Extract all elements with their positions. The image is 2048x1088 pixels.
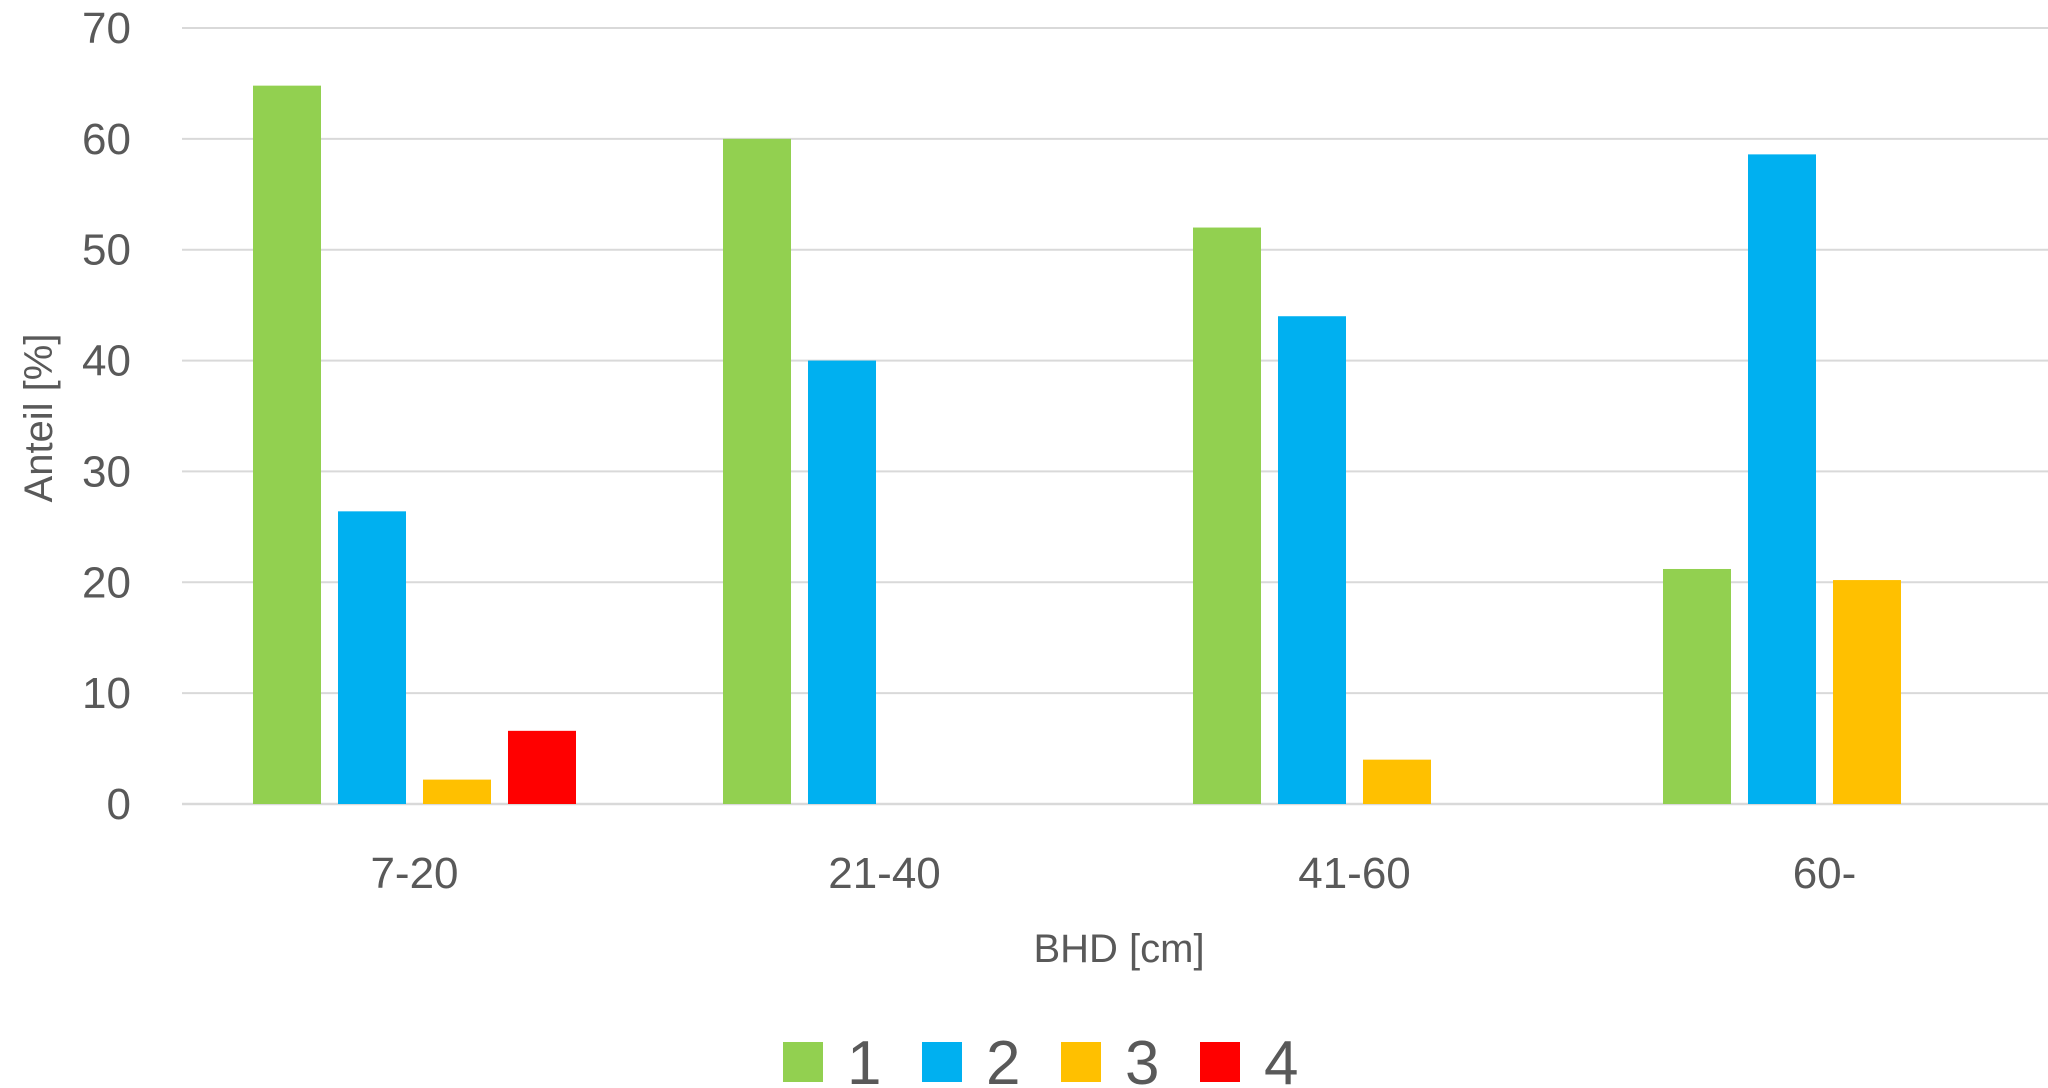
- y-tick-label: 30: [82, 447, 131, 496]
- y-axis-title: Anteil [%]: [17, 334, 61, 503]
- bar-series-3-7-20: [423, 779, 491, 804]
- bar-series-1-21-40: [723, 138, 791, 804]
- x-category-label: 41-60: [1298, 849, 1411, 898]
- legend-label: 4: [1264, 1029, 1298, 1088]
- bar-series-3-60-: [1833, 580, 1901, 804]
- legend-swatch-4: [1200, 1042, 1240, 1082]
- bar-series-1-60-: [1663, 568, 1731, 804]
- bar-series-1-7-20: [253, 85, 321, 805]
- legend-swatch-1: [783, 1042, 823, 1082]
- legend-swatch-3: [1061, 1042, 1101, 1082]
- y-tick-label: 10: [82, 669, 131, 718]
- bar-series-1-41-60: [1193, 227, 1261, 805]
- x-category-label: 7-20: [370, 849, 458, 898]
- x-category-label: 21-40: [828, 849, 941, 898]
- bar-series-2-7-20: [338, 511, 406, 804]
- bar-series-2-60-: [1748, 154, 1816, 804]
- bar-series-2-41-60: [1278, 316, 1346, 804]
- legend-label: 2: [986, 1029, 1020, 1088]
- y-tick-label: 0: [107, 780, 131, 829]
- y-axis-ticks: 0 10 20 30 40 50 60 70: [82, 4, 131, 829]
- bar-series-3-41-60: [1363, 759, 1431, 804]
- y-tick-label: 20: [82, 558, 131, 607]
- gridlines: [182, 27, 2048, 806]
- bars: [253, 85, 1901, 805]
- y-tick-label: 50: [82, 226, 131, 275]
- bar-series-2-21-40: [808, 360, 876, 804]
- y-tick-label: 70: [82, 4, 131, 53]
- legend-swatch-2: [922, 1042, 962, 1082]
- bar-series-4-7-20: [508, 730, 576, 804]
- x-axis-title: BHD [cm]: [1033, 927, 1204, 971]
- y-tick-label: 60: [82, 115, 131, 164]
- legend-label: 3: [1125, 1029, 1159, 1088]
- y-tick-label: 40: [82, 337, 131, 386]
- x-category-label: 60-: [1793, 849, 1857, 898]
- x-axis-categories: 7-20 21-40 41-60 60-: [370, 849, 1856, 898]
- legend: 1 2 3 4: [783, 1029, 1298, 1088]
- legend-label: 1: [847, 1029, 881, 1088]
